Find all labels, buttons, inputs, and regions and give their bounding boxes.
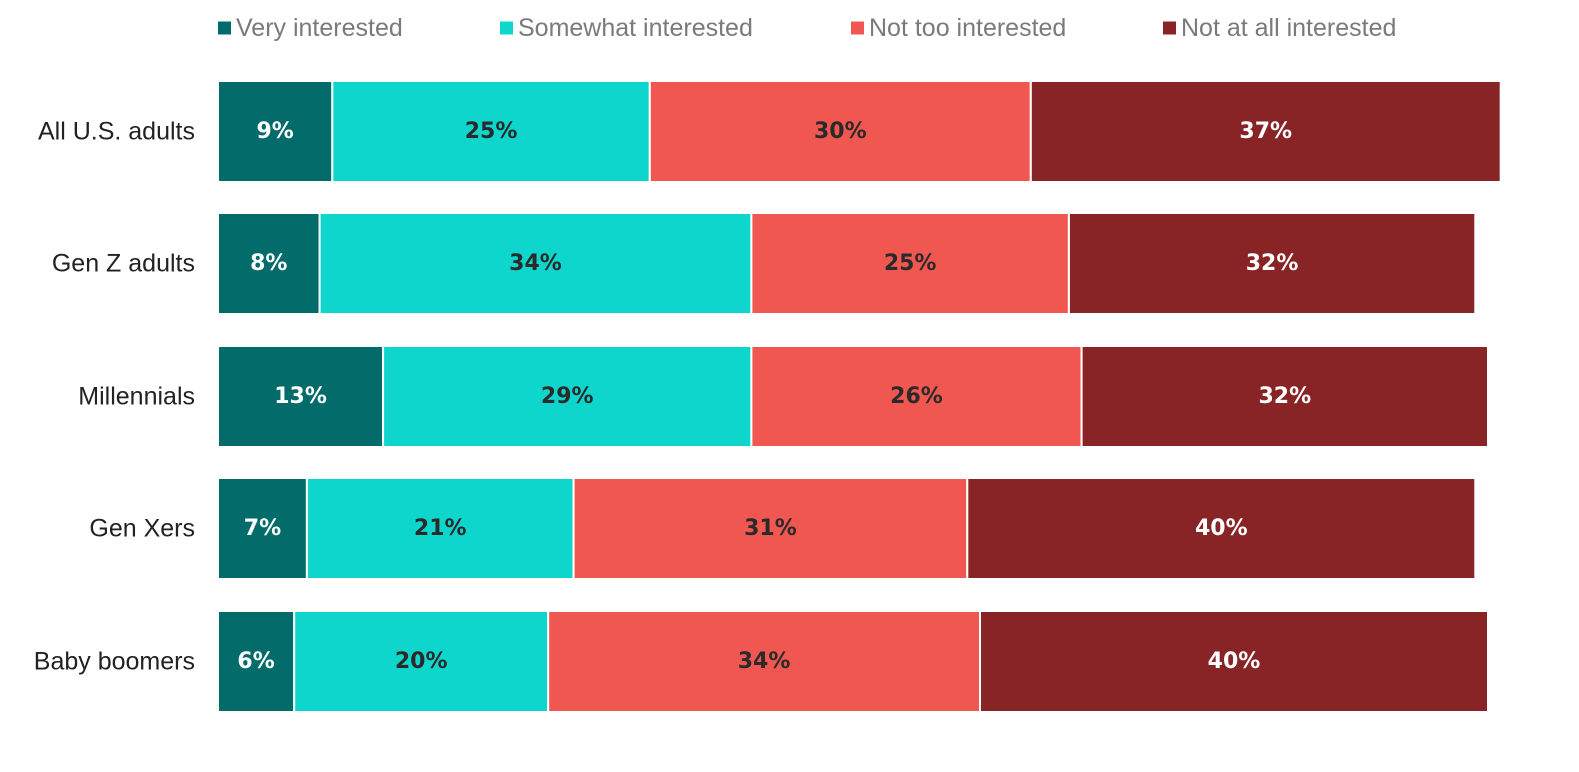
bar-gen-xers-very-interested	[217, 477, 308, 580]
bar-millennials-somewhat-interested	[382, 345, 753, 448]
value-label-gen-z-adults-not-at-all-interested: 32%	[1246, 251, 1299, 276]
bar-all-u-s-adults-very-interested	[217, 80, 334, 183]
bar-gen-z-adults-very-interested	[217, 212, 321, 315]
value-label-baby-boomers-very-interested: 6%	[237, 649, 274, 674]
value-label-gen-z-adults-not-too-interested: 25%	[884, 251, 937, 276]
bar-baby-boomers-not-too-interested	[547, 610, 981, 713]
category-label-gen-z-adults: Gen Z adults	[52, 250, 195, 278]
value-label-all-u-s-adults-not-too-interested: 30%	[814, 119, 867, 144]
bar-millennials-very-interested	[217, 345, 385, 448]
value-label-millennials-very-interested: 13%	[274, 384, 327, 409]
bar-segments	[217, 80, 1502, 713]
value-label-gen-xers-somewhat-interested: 21%	[414, 516, 467, 541]
value-label-millennials-not-too-interested: 26%	[890, 384, 943, 409]
value-label-baby-boomers-not-at-all-interested: 40%	[1208, 649, 1261, 674]
value-label-baby-boomers-not-too-interested: 34%	[738, 649, 791, 674]
value-label-gen-z-adults-very-interested: 8%	[250, 251, 287, 276]
value-label-millennials-not-at-all-interested: 32%	[1258, 384, 1311, 409]
bar-baby-boomers-somewhat-interested	[293, 610, 550, 713]
category-label-baby-boomers: Baby boomers	[34, 648, 195, 676]
legend-swatch-somewhat-interested	[500, 21, 513, 35]
bar-gen-z-adults-not-at-all-interested	[1067, 212, 1477, 315]
bar-baby-boomers-very-interested	[217, 610, 296, 713]
legend-label-not-at-all-interested: Not at all interested	[1181, 14, 1396, 42]
bar-all-u-s-adults-not-too-interested	[648, 80, 1032, 183]
category-label-gen-xers: Gen Xers	[89, 515, 195, 543]
bar-gen-z-adults-somewhat-interested	[318, 212, 753, 315]
value-labels: 9% 25% 30% 37% 8% 34% 25% 32% 13% 29% 26% 32% 7% 21% 3…	[237, 119, 1311, 674]
bar-gen-z-adults-not-too-interested	[750, 212, 1070, 315]
value-label-baby-boomers-somewhat-interested: 20%	[395, 649, 448, 674]
legend-swatch-very-interested	[218, 21, 231, 35]
category-label-millennials: Millennials	[78, 383, 195, 411]
legend-label-somewhat-interested: Somewhat interested	[518, 14, 753, 42]
value-label-millennials-somewhat-interested: 29%	[541, 384, 594, 409]
bar-gen-xers-somewhat-interested	[305, 477, 575, 580]
value-label-all-u-s-adults-very-interested: 9%	[256, 119, 293, 144]
chart-legend: Very interested Somewhat interested Not to…	[218, 14, 1396, 42]
value-label-gen-xers-not-too-interested: 31%	[744, 516, 797, 541]
bar-all-u-s-adults-not-at-all-interested	[1029, 80, 1502, 183]
value-label-all-u-s-adults-not-at-all-interested: 37%	[1239, 119, 1292, 144]
legend-swatch-not-at-all-interested	[1163, 21, 1176, 35]
value-label-gen-z-adults-somewhat-interested: 34%	[509, 251, 562, 276]
value-label-gen-xers-very-interested: 7%	[244, 516, 281, 541]
value-label-gen-xers-not-at-all-interested: 40%	[1195, 516, 1248, 541]
bar-baby-boomers-not-at-all-interested	[979, 610, 1489, 713]
bar-all-u-s-adults-somewhat-interested	[331, 80, 651, 183]
value-label-all-u-s-adults-somewhat-interested: 25%	[465, 119, 518, 144]
category-label-all-u-s-adults: All U.S. adults	[38, 118, 195, 146]
bar-millennials-not-at-all-interested	[1080, 345, 1489, 448]
category-labels: All U.S. adults Gen Z adults Millennials Ge…	[34, 118, 195, 676]
legend-label-not-too-interested: Not too interested	[869, 14, 1066, 42]
legend-label-very-interested: Very interested	[236, 14, 403, 42]
bar-gen-xers-not-at-all-interested	[966, 477, 1477, 580]
legend-swatch-not-too-interested	[851, 21, 864, 35]
